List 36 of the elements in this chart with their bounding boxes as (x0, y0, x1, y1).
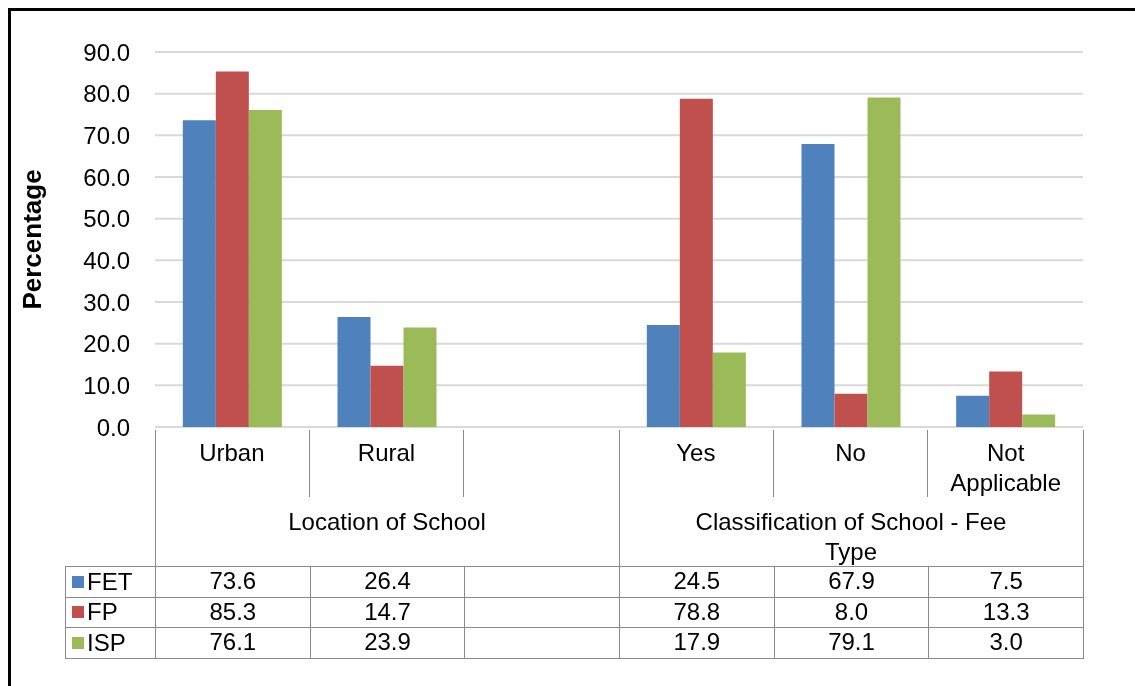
y-tick-label: 50.0 (83, 205, 130, 233)
x-tick-label: Rural (309, 430, 465, 497)
y-tick-label: 80.0 (83, 80, 130, 108)
y-axis-title: Percentage (17, 169, 47, 310)
data-label: 8.0 (773, 596, 930, 628)
data-label: 73.6 (155, 566, 311, 598)
y-tick-label: 30.0 (83, 288, 130, 316)
x-tick-label: Yes (619, 430, 774, 497)
data-label: 13.3 (928, 596, 1084, 628)
legend-label: FP (87, 598, 118, 627)
data-label: 3.0 (928, 627, 1084, 659)
y-tick-label: 0.0 (96, 413, 130, 441)
x-tick-label: Not Applicable (949, 438, 1063, 497)
legend-label: FET (87, 567, 133, 596)
data-label: 78.8 (619, 596, 775, 628)
x-tick-label: No (773, 430, 929, 497)
y-tick-label: 70.0 (83, 121, 130, 149)
y-tick-label: 60.0 (83, 163, 130, 191)
data-label: 17.9 (619, 627, 775, 659)
data-label: 23.9 (309, 627, 466, 659)
x-tick-label: Urban (155, 430, 310, 497)
data-label: 85.3 (155, 596, 311, 628)
y-tick-label: 10.0 (83, 371, 130, 399)
y-tick-label: 90.0 (83, 38, 130, 66)
y-tick-label: 40.0 (83, 246, 130, 274)
data-label: 76.1 (155, 627, 311, 659)
legend-label: ISP (87, 628, 126, 657)
data-label: 14.7 (309, 596, 466, 628)
data-label: 67.9 (773, 566, 930, 598)
text: Location of School (287, 507, 487, 537)
data-label: 26.4 (309, 566, 466, 598)
data-label: 24.5 (619, 566, 775, 598)
data-label: 7.5 (928, 566, 1084, 598)
text: Classification of School - Fee Type (694, 507, 1008, 567)
data-label: 79.1 (773, 627, 930, 659)
y-tick-label: 20.0 (83, 330, 130, 358)
